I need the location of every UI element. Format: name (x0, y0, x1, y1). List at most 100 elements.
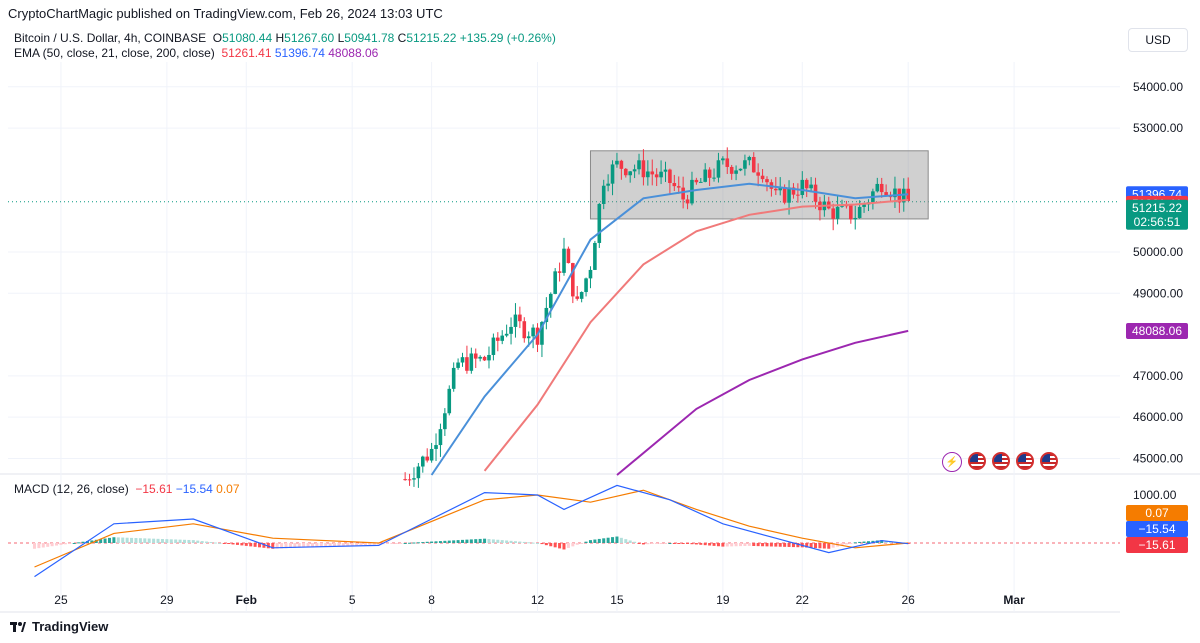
macd-histogram-bar (513, 541, 517, 543)
currency-selector[interactable]: USD (1128, 28, 1188, 52)
time-tick-label: 22 (796, 593, 810, 607)
price-tick-label: 50000.00 (1133, 245, 1183, 259)
time-tick-label: 5 (349, 593, 356, 607)
macd-histogram-bar (716, 543, 720, 547)
us-flag-icon[interactable] (968, 452, 986, 470)
macd-histogram-bar (143, 538, 147, 543)
macd-histogram-bar (174, 539, 178, 543)
macd-histogram-bar (588, 540, 592, 543)
macd-histogram-bar (324, 543, 328, 547)
macd-histogram-bar (844, 543, 848, 545)
candle-body (760, 175, 765, 180)
macd-histogram-bar (580, 543, 584, 544)
macd-histogram-bar (527, 542, 531, 544)
macd-line-value: −15.54 (175, 482, 213, 496)
macd-histogram-bar (399, 543, 403, 544)
candle-body (809, 184, 813, 189)
candle-body (535, 327, 540, 345)
candle-body (637, 160, 641, 170)
macd-histogram-bar (434, 541, 438, 543)
macd-histogram-bar (663, 543, 667, 544)
candle-body (672, 183, 677, 187)
macd-histogram-bar (90, 540, 94, 543)
macd-histogram-bar (37, 543, 41, 549)
axes: 54000.00 53000.00 50000.00 49000.00 47000.00… (54, 80, 1183, 607)
candle-body (407, 479, 412, 481)
macd-histogram-bar (258, 543, 262, 548)
footer-brand[interactable]: TradingView (10, 619, 108, 635)
us-flag-icon[interactable] (1040, 452, 1058, 470)
candle-body (575, 296, 580, 299)
ema50-line (483, 198, 909, 472)
macd-histogram-bar (408, 542, 412, 544)
macd-histogram-bar (169, 539, 173, 543)
ema200-price-label: 48088.06 (1132, 324, 1182, 338)
macd-histogram-bar (363, 543, 367, 545)
price-tick-label: 47000.00 (1133, 369, 1183, 383)
candle-body (738, 168, 743, 171)
candle-body (438, 429, 443, 446)
macd-histogram-bar (641, 543, 645, 545)
macd-histogram-bar (725, 543, 729, 547)
macd-histogram-bar (302, 543, 306, 548)
macd-histogram-bar (558, 543, 562, 549)
macd-histogram-bar (390, 543, 394, 544)
candle-body (716, 160, 721, 178)
candle-body (857, 206, 862, 218)
macd-histogram-bar (650, 543, 654, 544)
macd-signal-value: 0.07 (216, 482, 240, 496)
candle-body (606, 183, 610, 186)
macd-histogram-bar (602, 538, 606, 543)
candle-body (491, 337, 496, 355)
candle-body (623, 168, 628, 176)
price-tick-label: 49000.00 (1133, 286, 1183, 300)
macd-histogram-bar (549, 543, 553, 547)
candle-body (584, 278, 588, 293)
candle-body (447, 388, 452, 414)
macd-histogram-bar (769, 543, 773, 547)
macd-histogram-bar (222, 543, 226, 544)
macd-histogram-bar (191, 540, 195, 543)
macd-histogram-bar (681, 543, 685, 544)
macd-histogram-bar (235, 543, 239, 545)
time-tick-label: 26 (902, 593, 916, 607)
candle-body (469, 353, 474, 371)
macd-histogram-bar (474, 539, 478, 543)
macd-histogram-bar (491, 539, 495, 543)
macd-line-axis-label-bg (1126, 521, 1188, 537)
candle-body (416, 466, 421, 479)
macd-histogram-bar (730, 543, 734, 547)
macd-histogram-bar (483, 538, 487, 543)
time-tick-label: 29 (160, 593, 174, 607)
macd-histogram-bar (32, 543, 36, 549)
macd-histogram-bar (240, 543, 244, 546)
us-flag-icon[interactable] (1016, 452, 1034, 470)
macd-histogram-bar (55, 543, 59, 546)
candle-body (729, 166, 734, 174)
candle-body (540, 322, 544, 345)
macd-histogram-bar (522, 541, 526, 543)
macd-histogram-bar (809, 543, 813, 548)
price-tick-label: 53000.00 (1133, 121, 1183, 135)
macd-histogram-bar (447, 540, 451, 543)
macd-histogram-bar (187, 539, 191, 543)
us-flag-icon[interactable] (992, 452, 1010, 470)
macd-histogram-bar (646, 543, 650, 545)
macd-histogram-bar (752, 543, 756, 546)
macd-histogram-bar (536, 543, 540, 544)
macd-histogram-bar (77, 542, 81, 544)
ema200-price-label-bg (1126, 322, 1188, 339)
macd-histogram-bar (814, 543, 818, 549)
candle-body (571, 263, 575, 297)
macd-histogram-bar (593, 539, 597, 543)
macd-histogram-bar (655, 543, 659, 544)
macd-histogram-bar (99, 539, 103, 543)
close-label: C (397, 31, 407, 45)
lightning-icon[interactable]: ⚡ (942, 452, 962, 472)
candle-body (531, 327, 535, 337)
macd-histogram-bar (774, 543, 778, 547)
macd-histogram-bar (765, 543, 769, 547)
macd-histogram-bar (796, 543, 800, 548)
ema-label: EMA (50, close, 21, close, 200, close) (14, 46, 215, 60)
